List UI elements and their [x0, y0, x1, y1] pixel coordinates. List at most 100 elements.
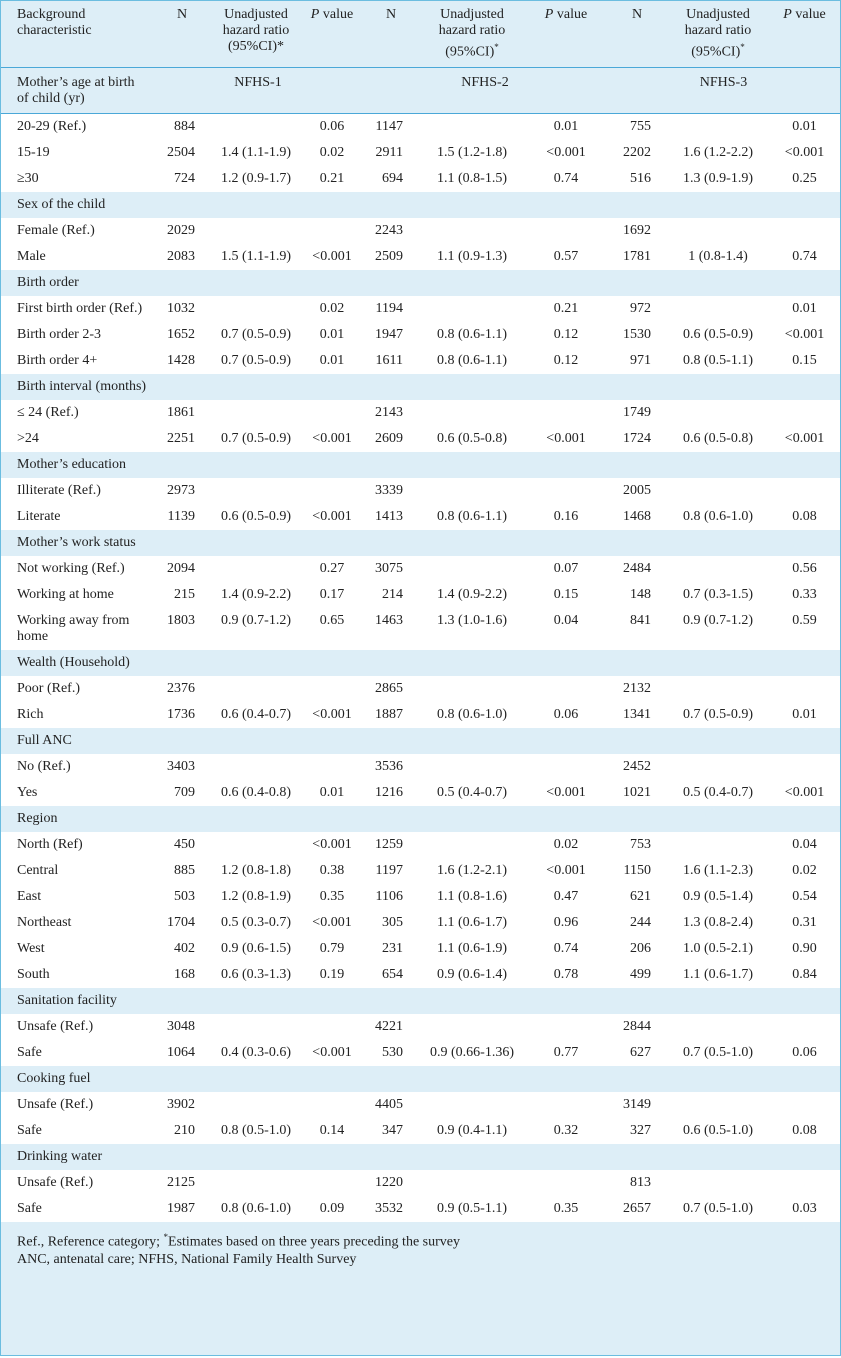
cell	[211, 753, 301, 780]
cell	[667, 1091, 769, 1118]
cell: 627	[607, 1039, 667, 1066]
cell	[211, 113, 301, 140]
cell: 0.9 (0.5-1.1)	[419, 1195, 525, 1222]
cell: 1.2 (0.8-1.8)	[211, 857, 301, 884]
cell: 206	[607, 935, 667, 962]
cell: 503	[153, 883, 211, 910]
row-label: First birth order (Ref.)	[1, 295, 153, 322]
cell: 0.96	[525, 909, 607, 936]
data-row: South 168 0.6 (0.3-1.3) 0.19 654 0.9 (0.6-1.4…	[1, 961, 840, 988]
cell	[211, 1013, 301, 1040]
header-text: Background characteristic	[17, 7, 92, 38]
header-text: N	[176, 7, 188, 22]
cell: 0.17	[301, 581, 363, 608]
section-title: Region	[1, 805, 840, 832]
cell	[769, 1169, 840, 1196]
cell: 0.01	[769, 701, 840, 728]
cell: 1197	[363, 857, 419, 884]
cell: 0.6 (0.5-0.9)	[667, 321, 769, 348]
cell	[667, 399, 769, 426]
cell: 0.74	[769, 243, 840, 270]
cell: 450	[153, 831, 211, 858]
header-text: Unadjusted hazard ratio (95%CI)	[684, 7, 752, 60]
cell: 0.6 (0.4-0.7)	[211, 701, 301, 728]
cell: 4405	[363, 1091, 419, 1118]
cell: 0.7 (0.5-0.9)	[211, 347, 301, 374]
cell	[667, 217, 769, 244]
cell: 327	[607, 1117, 667, 1144]
cell	[419, 831, 525, 858]
header-sup: *	[494, 42, 499, 52]
data-row: Unsafe (Ref.) 3048 4221 2844	[1, 1013, 840, 1040]
cell: 0.16	[525, 503, 607, 530]
cell: 1.1 (0.6-1.7)	[667, 961, 769, 988]
cell: 0.12	[525, 321, 607, 348]
row-label: >24	[1, 425, 153, 452]
cell: 621	[607, 883, 667, 910]
cell: 1861	[153, 399, 211, 426]
row-label: Female (Ref.)	[1, 217, 153, 244]
data-row: Unsafe (Ref.) 3902 4405 3149	[1, 1091, 840, 1118]
cell: 0.6 (0.5-0.8)	[667, 425, 769, 452]
cell: 1611	[363, 347, 419, 374]
cell: 0.15	[525, 581, 607, 608]
cell: 1194	[363, 295, 419, 322]
cell: 1139	[153, 503, 211, 530]
footnote-text: Ref., Reference category;	[17, 1234, 164, 1250]
cell: 2029	[153, 217, 211, 244]
cell: 1.1 (0.6-1.7)	[419, 909, 525, 936]
cell: <0.001	[769, 321, 840, 348]
cell: 0.9 (0.5-1.4)	[667, 883, 769, 910]
cell: 0.8 (0.6-1.0)	[419, 701, 525, 728]
cell	[211, 831, 301, 858]
cell	[769, 753, 840, 780]
cell	[525, 1013, 607, 1040]
cell: 709	[153, 779, 211, 806]
cell: 0.8 (0.6-1.0)	[667, 503, 769, 530]
cell: 0.7 (0.3-1.5)	[667, 581, 769, 608]
cell: 1 (0.8-1.4)	[667, 243, 769, 270]
cell: 654	[363, 961, 419, 988]
cell: 214	[363, 581, 419, 608]
cell: 0.01	[301, 347, 363, 374]
row-label: 20-29 (Ref.)	[1, 113, 153, 140]
cell: 1064	[153, 1039, 211, 1066]
cell: 0.38	[301, 857, 363, 884]
cell: 0.01	[769, 113, 840, 140]
cell: 972	[607, 295, 667, 322]
row-label: Literate	[1, 503, 153, 530]
section-row: Wealth (Household)	[1, 649, 840, 676]
cell: 2452	[607, 753, 667, 780]
cell	[667, 753, 769, 780]
cell: 1428	[153, 347, 211, 374]
row-label: Safe	[1, 1039, 153, 1066]
row-label: Poor (Ref.)	[1, 675, 153, 702]
cell: 0.6 (0.5-0.9)	[211, 503, 301, 530]
cell: 0.7 (0.5-1.0)	[667, 1195, 769, 1222]
cell	[525, 675, 607, 702]
header-italic: P	[544, 7, 554, 22]
cell: 1341	[607, 701, 667, 728]
cell: <0.001	[301, 1039, 363, 1066]
data-row: Working at home 215 1.4 (0.9-2.2) 0.17 214 1.…	[1, 581, 840, 608]
cell	[419, 1013, 525, 1040]
cell: 884	[153, 113, 211, 140]
cell	[301, 1013, 363, 1040]
cell: 2094	[153, 555, 211, 582]
cell: 1.4 (1.1-1.9)	[211, 139, 301, 166]
cell: <0.001	[525, 779, 607, 806]
footnote-sup: *	[163, 1231, 169, 1242]
cell: 2973	[153, 477, 211, 504]
data-row: North (Ref) 450 <0.001 1259 0.02 753 0.04	[1, 831, 840, 858]
cell	[419, 477, 525, 504]
cell	[211, 217, 301, 244]
row-label: Safe	[1, 1195, 153, 1222]
data-row: Central 885 1.2 (0.8-1.8) 0.38 1197 1.6 (1.2-…	[1, 857, 840, 884]
cell: 402	[153, 935, 211, 962]
cell: 0.08	[769, 1117, 840, 1144]
section-title: Sanitation facility	[1, 987, 840, 1014]
section-title: Mother’s work status	[1, 529, 840, 556]
cell: <0.001	[769, 779, 840, 806]
cell	[211, 675, 301, 702]
cell: 1.1 (0.8-1.6)	[419, 883, 525, 910]
